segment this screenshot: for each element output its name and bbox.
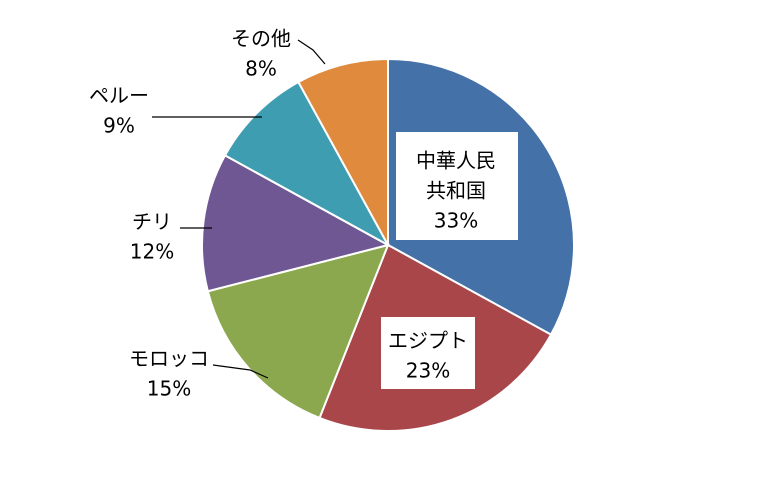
slice-china-label-box	[396, 132, 518, 240]
inside-label-boxes	[381, 132, 518, 389]
slice-china-name-label: 共和国	[426, 179, 486, 203]
slice-china-name-label: 中華人民	[416, 149, 496, 173]
slice-chile-name-label: チリ	[132, 210, 172, 234]
slice-morocco-percent-label: 15%	[147, 377, 191, 401]
slice-peru-name-label: ペルー	[89, 84, 149, 108]
slice-egypt-label-box	[381, 317, 475, 389]
slice-other-percent-label: 8%	[245, 57, 277, 81]
slice-chile	[201, 154, 391, 293]
slice-morocco-name-label: モロッコ	[129, 347, 209, 371]
slice-other-name-label: その他	[231, 27, 291, 51]
slice-chile-percent-label: 12%	[130, 240, 174, 264]
slice-egypt-name-label: エジプト	[388, 329, 468, 353]
pie-slices	[201, 57, 575, 432]
slice-egypt-percent-label: 23%	[406, 359, 450, 383]
slice-peru-percent-label: 9%	[103, 114, 135, 138]
slice-peru	[223, 80, 391, 248]
slice-morocco-leader-line	[212, 364, 269, 379]
leader-lines	[152, 39, 326, 379]
slice-other-leader-line	[297, 39, 326, 65]
slice-morocco	[206, 243, 390, 420]
slice-other	[297, 57, 389, 246]
slice-china-percent-label: 33%	[434, 209, 478, 233]
